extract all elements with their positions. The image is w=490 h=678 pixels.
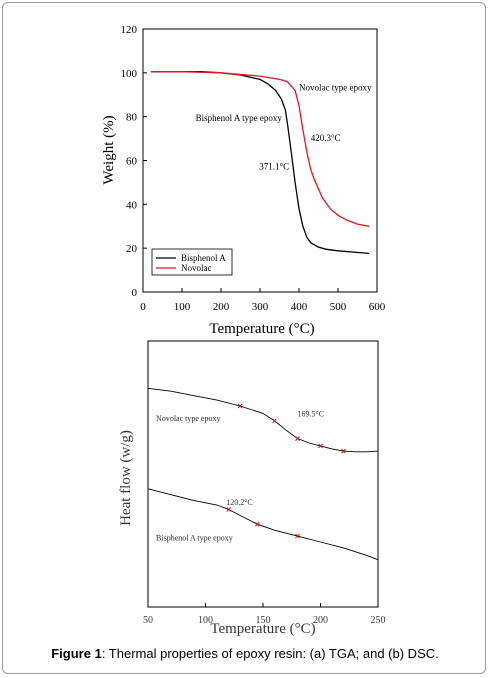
dsc-annotation: 120.2°C xyxy=(226,498,253,507)
dsc-marker xyxy=(226,507,232,512)
dsc-annotation: Bisphenol A type epoxy xyxy=(156,534,233,543)
dsc-x-tick-label: 200 xyxy=(313,615,328,626)
dsc-marker xyxy=(272,418,277,424)
tga-legend-box xyxy=(151,248,233,276)
dsc-marker xyxy=(295,533,300,539)
dsc-marker xyxy=(254,521,260,527)
tga-y-tick-label: 40 xyxy=(126,199,138,211)
caption-text: : Thermal properties of epoxy resin: (a)… xyxy=(101,646,439,661)
tga-x-tick-label: 0 xyxy=(140,301,146,313)
tga-legend-label-novolac: Novolac xyxy=(181,263,212,273)
dsc-series-line-bisphenol xyxy=(147,488,379,561)
dsc-marker xyxy=(318,443,323,449)
tga-legend-label-bisphenol: Bisphenol A xyxy=(181,253,226,263)
caption-label: Figure 1 xyxy=(51,646,102,661)
tga-x-axis-label: Temperature (°C) xyxy=(209,321,314,337)
dsc-annotation: 169.5°C xyxy=(298,409,325,418)
dsc-series-line-novolac xyxy=(147,387,379,453)
tga-annotation: 420.3°C xyxy=(311,133,341,143)
dsc-chart: 50 100 150 200 250 Novolac type epoxy 169.5°C… xyxy=(118,340,386,637)
dsc-x-tick-label: 250 xyxy=(371,615,386,626)
figure-caption: Figure 1: Thermal properties of epoxy re… xyxy=(0,646,490,661)
tga-series-line-novolac xyxy=(150,71,370,227)
tga-annotation: Bisphenol A type epoxy xyxy=(196,113,283,123)
dsc-marker xyxy=(341,448,346,454)
dsc-x-tick-label: 100 xyxy=(198,615,213,626)
dsc-x-axis-label: Temperature (°C) xyxy=(210,621,315,637)
tga-y-tick-label: 60 xyxy=(126,156,138,168)
tga-x-tick-label: 500 xyxy=(330,301,347,313)
tga-y-tick-label: 20 xyxy=(126,243,138,255)
dsc-x-tick-label: 150 xyxy=(256,615,271,626)
tga-annotation: 371.1°C xyxy=(259,161,289,171)
tga-y-tick-label: 120 xyxy=(121,24,138,36)
tga-legend: Bisphenol A Novolac xyxy=(151,248,233,276)
tga-y-axis-label: Weight (%) xyxy=(101,115,117,184)
tga-x-tick-label: 600 xyxy=(369,301,386,313)
dsc-marker xyxy=(237,403,243,409)
tga-x-tick-label: 100 xyxy=(174,301,191,313)
dsc-x-tick-label: 50 xyxy=(143,615,153,626)
tga-y-tick-label: 0 xyxy=(132,287,138,299)
dsc-annotation: Novolac type epoxy xyxy=(156,414,220,423)
tga-x-tick-label: 400 xyxy=(291,301,308,313)
tga-chart: 0 100 200 300 400 500 600 0 20 40 60 80 100 120 Novol… xyxy=(101,24,386,337)
dsc-marker xyxy=(295,436,300,441)
tga-y-tick-label: 80 xyxy=(126,112,138,124)
tga-x-tick-label: 300 xyxy=(252,301,269,313)
tga-annotation: Novolac type epoxy xyxy=(299,82,372,92)
tga-x-tick-label: 200 xyxy=(213,301,230,313)
dsc-y-axis-label: Heat flow (w/g) xyxy=(118,430,134,526)
tga-y-tick-label: 100 xyxy=(121,68,138,80)
dsc-plot-area xyxy=(147,340,379,608)
figure-frame xyxy=(2,2,486,674)
